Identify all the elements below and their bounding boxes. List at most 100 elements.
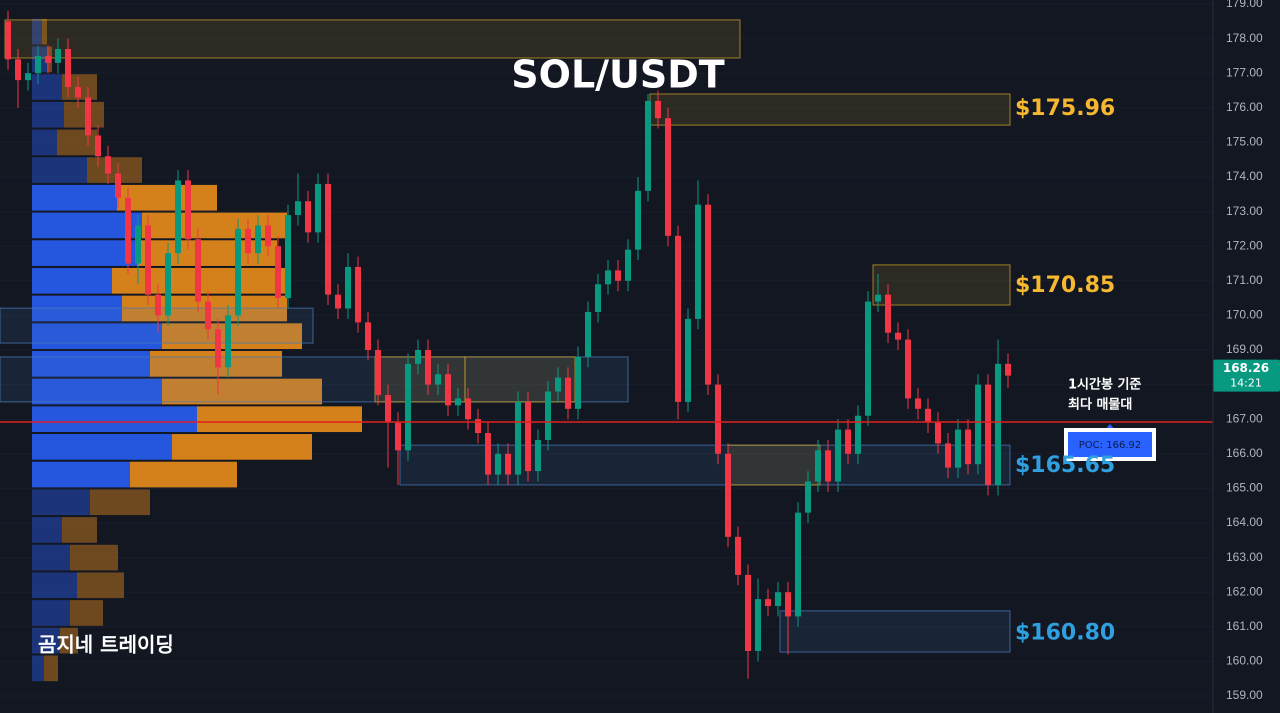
candle-body xyxy=(185,180,191,240)
candle-body xyxy=(5,21,11,60)
vp-sell xyxy=(197,406,362,433)
candle-body xyxy=(235,228,241,316)
candle-body xyxy=(325,183,331,295)
vp-sell xyxy=(42,18,47,45)
candles xyxy=(5,10,1011,679)
current-price: 168.26 xyxy=(1223,361,1269,375)
candle-body xyxy=(765,599,771,607)
vp-buy xyxy=(32,406,197,433)
candle-body xyxy=(575,356,581,409)
candle-body xyxy=(495,453,501,475)
candle-body xyxy=(145,225,151,295)
candle-body xyxy=(215,329,221,368)
candle-body xyxy=(405,363,411,451)
vp-buy xyxy=(32,240,137,266)
candle-body xyxy=(55,48,61,63)
candle-body xyxy=(65,48,71,88)
candle-body xyxy=(485,433,491,475)
candle-body xyxy=(525,401,531,472)
candle-body xyxy=(335,294,341,309)
current-time: 14:21 xyxy=(1230,377,1262,390)
candle-body xyxy=(115,173,121,198)
candle-body xyxy=(195,239,201,302)
candle-body xyxy=(105,156,111,174)
candle-body xyxy=(295,201,301,216)
candle-body xyxy=(125,197,131,264)
vp-sell xyxy=(70,600,103,626)
vp-buy xyxy=(32,267,112,294)
vp-buy xyxy=(32,323,162,349)
vp-sell xyxy=(162,323,302,349)
candle-body xyxy=(205,301,211,330)
y-tick-label: 162.00 xyxy=(1226,584,1263,598)
y-tick-label: 161.00 xyxy=(1226,619,1263,633)
candle-body xyxy=(915,398,921,409)
candle-body xyxy=(705,204,711,385)
poc-label: POC: 166.92 xyxy=(1079,440,1141,451)
candle-body xyxy=(825,450,831,482)
candle-body xyxy=(385,394,391,423)
candle-body xyxy=(465,398,471,420)
poc-box xyxy=(1068,432,1152,457)
y-tick-label: 159.00 xyxy=(1226,688,1263,702)
candle-body xyxy=(615,270,621,281)
y-tick-label: 167.00 xyxy=(1226,411,1263,425)
zone xyxy=(464,356,576,403)
candle-body xyxy=(895,332,901,340)
candle-body xyxy=(625,249,631,281)
candle-body xyxy=(85,97,91,136)
candle-body xyxy=(755,599,761,652)
vp-sell xyxy=(64,101,104,128)
y-tick-label: 174.00 xyxy=(1226,169,1263,183)
candle-body xyxy=(75,87,81,98)
candle-body xyxy=(315,183,321,233)
price-label: $165.65 xyxy=(1015,453,1115,478)
candle-body xyxy=(505,453,511,475)
vp-sell xyxy=(130,461,237,488)
candle-body xyxy=(275,246,281,299)
candle-body xyxy=(655,100,661,119)
vp-sell xyxy=(162,378,322,405)
vp-sell xyxy=(137,240,277,266)
vp-sell xyxy=(90,489,150,516)
vp-buy xyxy=(32,489,90,516)
annotation: 1시간봉 기준 xyxy=(1068,377,1141,393)
candle-body xyxy=(365,322,371,350)
candle-body xyxy=(355,266,361,323)
vp-buy xyxy=(32,101,64,128)
vp-buy xyxy=(32,351,150,377)
overlay: POC: 166.92 $175.96 $170.85 $165.65 $160.80 1… xyxy=(0,96,1280,646)
vp-sell xyxy=(70,544,118,571)
candle-body xyxy=(445,374,451,406)
candle-body xyxy=(735,536,741,575)
vp-buy xyxy=(32,572,77,599)
zone xyxy=(0,356,629,403)
candle-body xyxy=(795,512,801,617)
candle-body xyxy=(45,55,51,63)
y-tick-label: 178.00 xyxy=(1226,31,1263,45)
vp-buy xyxy=(32,517,62,543)
y-tick-label: 169.00 xyxy=(1226,342,1263,356)
candle-body xyxy=(515,401,521,475)
vp-buy xyxy=(32,74,62,100)
vp-sell xyxy=(142,212,287,239)
candle-body xyxy=(835,429,841,482)
y-tick-label: 176.00 xyxy=(1226,100,1263,114)
candle-body xyxy=(775,592,781,607)
candle-body xyxy=(645,100,651,191)
candle-body xyxy=(785,592,791,617)
candle-body xyxy=(555,377,561,392)
candle-body xyxy=(725,453,731,537)
candle-body xyxy=(475,419,481,434)
y-tick-label: 175.00 xyxy=(1226,135,1263,149)
y-tick-label: 179.00 xyxy=(1226,0,1263,10)
candle-body xyxy=(245,228,251,254)
candle-body xyxy=(875,294,881,302)
annotation: 최다 매물대 xyxy=(1068,397,1132,413)
candle-body xyxy=(975,384,981,465)
price-label: $160.80 xyxy=(1015,621,1115,646)
y-tick-label: 173.00 xyxy=(1226,204,1263,218)
zone xyxy=(779,610,1011,653)
y-tick-label: 165.00 xyxy=(1226,481,1263,495)
price-label: $170.85 xyxy=(1015,273,1115,298)
